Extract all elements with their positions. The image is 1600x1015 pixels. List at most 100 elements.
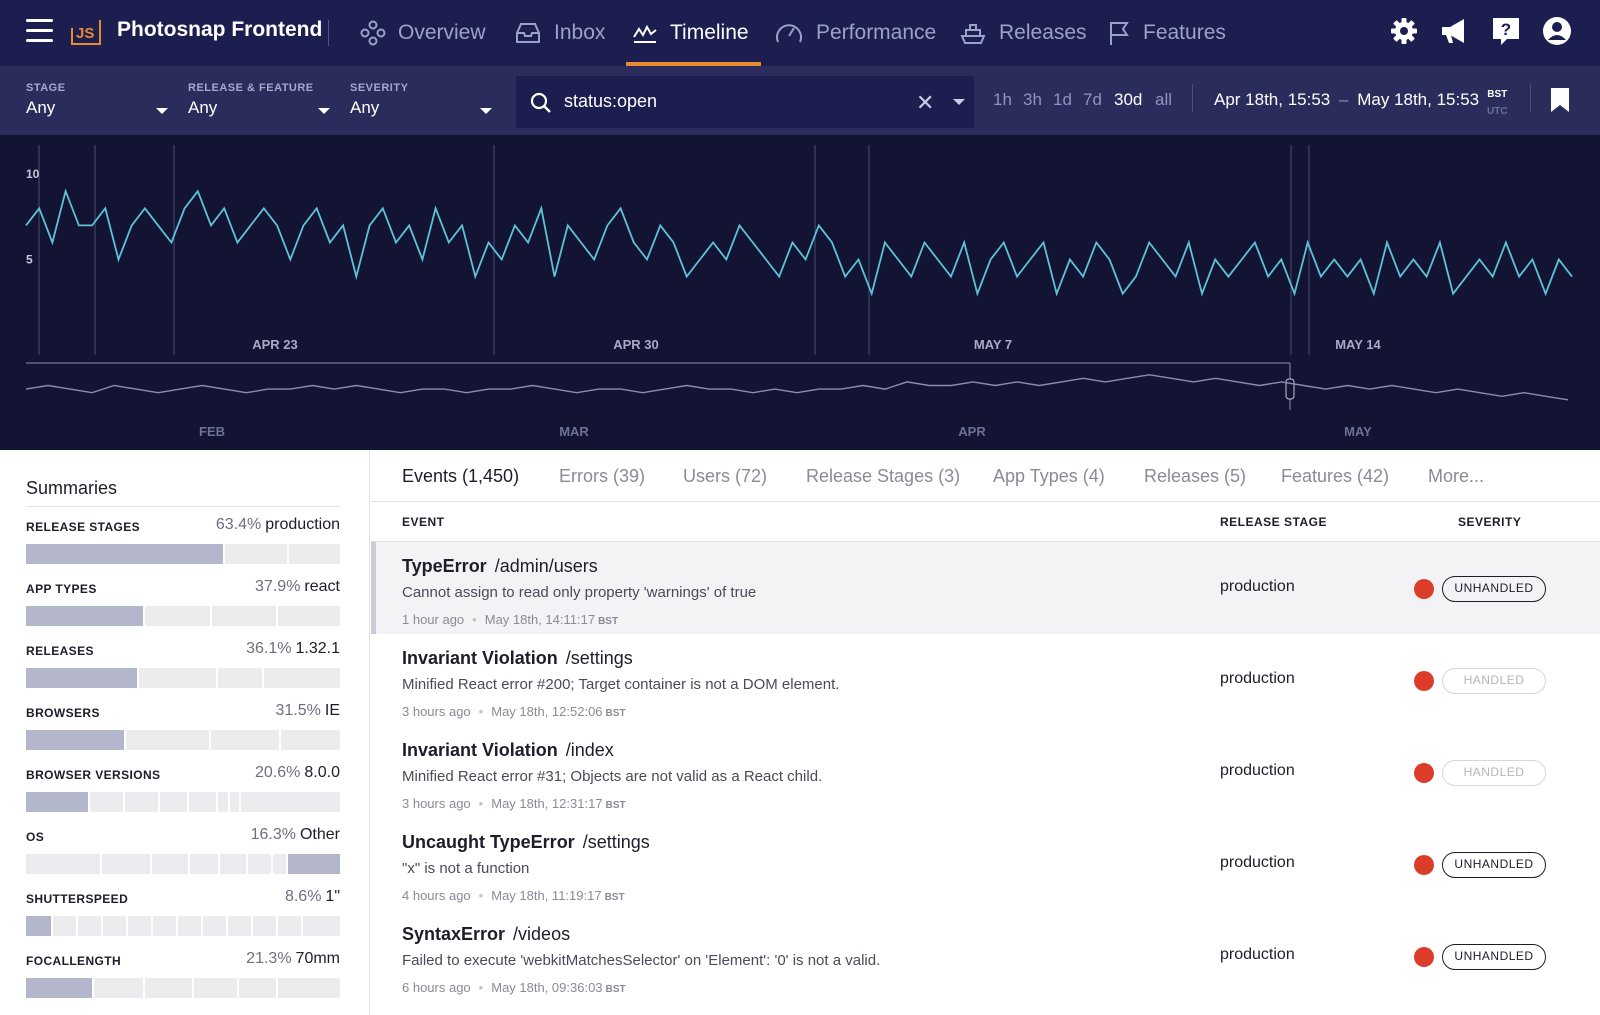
table-row[interactable]: Invariant Violation/index Minified React …: [371, 726, 1600, 818]
summary-bar[interactable]: [26, 544, 340, 564]
table-row[interactable]: Invariant Violation/settings Minified Rea…: [371, 634, 1600, 726]
range-all[interactable]: all: [1155, 90, 1173, 109]
summary-bar-segment[interactable]: [277, 916, 301, 936]
megaphone-icon[interactable]: [1438, 15, 1470, 47]
table-row[interactable]: Uncaught TypeError/settings "x" is not a …: [371, 818, 1600, 910]
summary-bar-segment[interactable]: [229, 792, 239, 812]
tab-more[interactable]: More...: [1428, 466, 1485, 486]
nav-inbox[interactable]: Inbox: [514, 0, 605, 66]
tab-release-stages[interactable]: Release Stages (3): [806, 466, 961, 486]
summary-bar[interactable]: [26, 606, 340, 626]
date-range[interactable]: Apr 18th, 15:53 – May 18th, 15:53: [1214, 90, 1479, 110]
summary-bar-segment[interactable]: [224, 544, 287, 564]
summary-bar-segment[interactable]: [26, 978, 92, 998]
summary-bar-segment[interactable]: [26, 916, 51, 936]
overview-line[interactable]: [25, 374, 1569, 401]
summary-bar-segment[interactable]: [248, 854, 271, 874]
summary-bar-segment[interactable]: [218, 668, 262, 688]
summary-bar-segment[interactable]: [152, 854, 188, 874]
summary-bar-segment[interactable]: [52, 916, 76, 936]
summary-bar-segment[interactable]: [125, 730, 210, 750]
table-row[interactable]: TypeError/admin/users Cannot assign to re…: [371, 542, 1600, 634]
nav-timeline[interactable]: Timeline: [626, 0, 761, 66]
summary-bar-segment[interactable]: [211, 606, 277, 626]
summary-bar[interactable]: [26, 668, 340, 688]
nav-features[interactable]: Features: [1107, 0, 1226, 66]
summary-bar-segment[interactable]: [26, 606, 143, 626]
nav-releases[interactable]: Releases: [959, 0, 1087, 66]
summary-bar-segment[interactable]: [26, 792, 89, 812]
header-severity[interactable]: SEVERITY: [1458, 515, 1522, 529]
summary-bar-segment[interactable]: [218, 792, 228, 812]
drag-handle[interactable]: [1285, 378, 1295, 400]
events-line[interactable]: [25, 188, 1573, 297]
summary-bar[interactable]: [26, 792, 340, 812]
severity-dropdown[interactable]: SEVERITY Any: [350, 82, 492, 124]
tab-users[interactable]: Users (72): [683, 466, 768, 486]
account-icon[interactable]: [1541, 15, 1573, 47]
summary-bar-segment[interactable]: [102, 916, 126, 936]
timeline-chart[interactable]: 10 5 APR 23 APR 30 MAY 7 MAY 14 FEB MAR APR MAY: [0, 135, 1600, 450]
summary-bar-segment[interactable]: [220, 854, 247, 874]
events-chart[interactable]: 10 5 APR 23 APR 30 MAY 7 MAY 14 FEB MAR APR MAY: [0, 135, 1600, 450]
range-1h[interactable]: 1h: [993, 90, 1012, 109]
tab-features[interactable]: Features (42): [1281, 466, 1390, 486]
summary-bar-segment[interactable]: [77, 916, 101, 936]
gear-icon[interactable]: [1388, 15, 1420, 47]
summary-bar-segment[interactable]: [193, 978, 237, 998]
summary-bar-segment[interactable]: [281, 730, 340, 750]
summary-bar-segment[interactable]: [278, 606, 340, 626]
summary-bar-segment[interactable]: [127, 916, 151, 936]
hamburger-menu-icon[interactable]: [26, 19, 53, 44]
chevron-down-icon[interactable]: [953, 99, 965, 105]
summary-bar-segment[interactable]: [93, 978, 144, 998]
summary-bar-segment[interactable]: [145, 978, 192, 998]
summary-bar-segment[interactable]: [26, 730, 124, 750]
summary-bar-segment[interactable]: [152, 916, 176, 936]
summary-bar-segment[interactable]: [252, 916, 276, 936]
summary-bar-segment[interactable]: [278, 978, 340, 998]
summary-bar-segment[interactable]: [287, 854, 340, 874]
summary-bar-segment[interactable]: [288, 544, 340, 564]
summary-bar-segment[interactable]: [26, 544, 223, 564]
stage-dropdown[interactable]: STAGE Any: [26, 82, 168, 124]
summary-bar-segment[interactable]: [90, 792, 124, 812]
timezone-toggle[interactable]: BST UTC: [1487, 86, 1508, 120]
release-feature-dropdown[interactable]: RELEASE & FEATURE Any: [188, 82, 330, 124]
summary-bar-segment[interactable]: [139, 668, 217, 688]
tab-releases[interactable]: Releases (5): [1144, 466, 1247, 486]
header-event[interactable]: EVENT: [402, 515, 445, 529]
tab-errors[interactable]: Errors (39): [559, 466, 646, 486]
summary-bar[interactable]: [26, 978, 340, 998]
bookmark-icon[interactable]: [1549, 86, 1571, 114]
summary-bar-segment[interactable]: [302, 916, 340, 936]
summary-bar-segment[interactable]: [160, 792, 188, 812]
summary-bar-segment[interactable]: [125, 792, 159, 812]
range-7d[interactable]: 7d: [1083, 90, 1102, 109]
tab-app-types[interactable]: App Types (4): [993, 466, 1105, 486]
range-1d[interactable]: 1d: [1053, 90, 1072, 109]
app-name[interactable]: Photosnap Frontend: [117, 18, 323, 41]
table-row[interactable]: SyntaxError/videos Failed to execute 'web…: [371, 910, 1600, 1002]
header-release-stage[interactable]: RELEASE STAGE: [1220, 515, 1327, 529]
summary-bar-segment[interactable]: [177, 916, 201, 936]
summary-bar-segment[interactable]: [101, 854, 151, 874]
summary-bar-segment[interactable]: [240, 792, 340, 812]
summary-bar-segment[interactable]: [26, 854, 100, 874]
clear-icon[interactable]: ✕: [916, 90, 935, 115]
search-input[interactable]: status:open ✕: [516, 76, 974, 128]
nav-performance[interactable]: Performance: [774, 0, 936, 66]
tab-events[interactable]: Events (1,450): [402, 466, 520, 486]
summary-bar[interactable]: [26, 730, 340, 750]
summary-bar-segment[interactable]: [189, 854, 219, 874]
summary-bar[interactable]: [26, 854, 340, 874]
range-30d[interactable]: 30d: [1114, 90, 1143, 109]
summary-bar-segment[interactable]: [211, 730, 280, 750]
summary-bar-segment[interactable]: [263, 668, 340, 688]
summary-bar-segment[interactable]: [238, 978, 277, 998]
range-3h[interactable]: 3h: [1023, 90, 1042, 109]
summary-bar[interactable]: [26, 916, 340, 936]
summary-bar-segment[interactable]: [189, 792, 217, 812]
summary-bar-segment[interactable]: [144, 606, 210, 626]
summary-bar-segment[interactable]: [227, 916, 251, 936]
